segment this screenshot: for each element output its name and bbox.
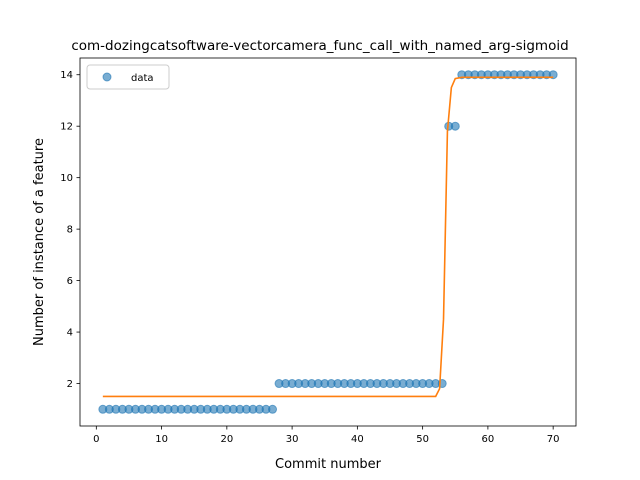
x-tick-label: 50 — [416, 434, 429, 445]
legend: data — [86, 64, 170, 90]
x-tick-label: 10 — [155, 434, 168, 445]
x-tick-label: 40 — [351, 434, 364, 445]
y-tick-label: 14 — [60, 70, 73, 81]
legend-box — [86, 64, 170, 90]
y-tick-label: 8 — [67, 225, 73, 236]
plot-frame — [79, 57, 577, 427]
y-tick-label: 12 — [60, 122, 73, 133]
x-tick-label: 60 — [482, 434, 495, 445]
x-axis: 0 10 20 30 40 50 60 70 — [93, 426, 560, 445]
y-axis-label: Number of instance of a feature — [32, 138, 47, 346]
y-axis: 2 4 6 8 10 12 14 — [60, 70, 80, 390]
x-tick-label: 20 — [220, 434, 233, 445]
y-tick-label: 4 — [67, 328, 73, 339]
data-point — [268, 404, 278, 414]
x-tick-label: 30 — [286, 434, 299, 445]
y-tick-label: 2 — [67, 379, 73, 390]
plot-area — [79, 57, 577, 427]
x-tick-label: 0 — [93, 434, 99, 445]
data-point — [450, 121, 460, 131]
x-tick-label: 70 — [547, 434, 560, 445]
fit-curve-line — [102, 76, 554, 398]
legend-label: data — [131, 73, 154, 84]
y-tick-label: 6 — [67, 276, 73, 287]
x-axis-label: Commit number — [275, 457, 382, 472]
legend-marker — [102, 72, 112, 82]
chart-title: com-dozingcatsoftware-vectorcamera_func_… — [71, 38, 568, 54]
y-tick-label: 10 — [60, 173, 73, 184]
